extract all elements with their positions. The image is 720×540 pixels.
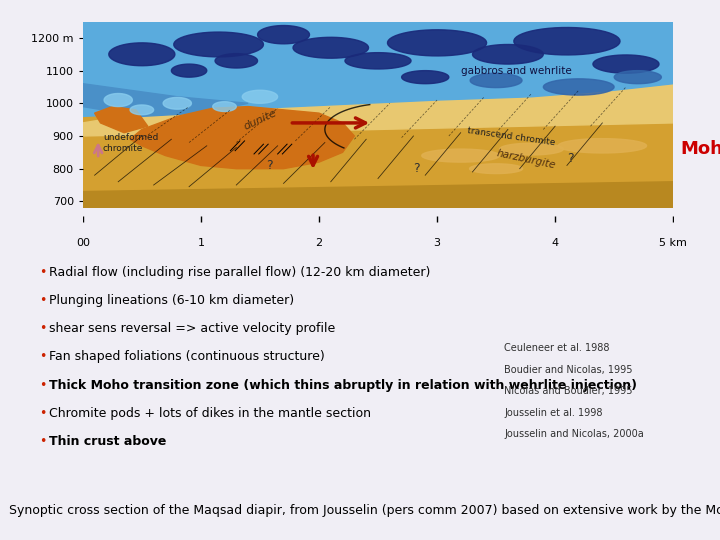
Polygon shape — [593, 55, 659, 73]
Polygon shape — [83, 22, 673, 117]
Text: Jousselin et al. 1998: Jousselin et al. 1998 — [504, 408, 603, 418]
Polygon shape — [215, 53, 258, 68]
Text: •: • — [40, 266, 47, 279]
Text: Plunging lineations (6-10 km diameter): Plunging lineations (6-10 km diameter) — [49, 294, 294, 307]
Polygon shape — [109, 43, 175, 66]
Polygon shape — [258, 25, 310, 44]
Text: 00: 00 — [76, 238, 90, 248]
Polygon shape — [470, 73, 522, 87]
Text: Jousselin and Nicolas, 2000a: Jousselin and Nicolas, 2000a — [504, 429, 644, 440]
Polygon shape — [614, 71, 662, 84]
Polygon shape — [500, 143, 563, 155]
Polygon shape — [163, 97, 192, 109]
Text: Radial flow (including rise parallel flow) (12-20 km diameter): Radial flow (including rise parallel flo… — [49, 266, 431, 279]
Polygon shape — [94, 106, 148, 133]
Polygon shape — [544, 79, 614, 95]
Text: Ceuleneer et al. 1988: Ceuleneer et al. 1988 — [504, 343, 610, 353]
Text: •: • — [40, 407, 47, 420]
Polygon shape — [83, 22, 673, 208]
Polygon shape — [387, 30, 487, 56]
Text: ?: ? — [413, 162, 420, 175]
Text: shear sens reversal => active velocity profile: shear sens reversal => active velocity p… — [49, 322, 336, 335]
Polygon shape — [472, 44, 544, 64]
Polygon shape — [402, 71, 449, 84]
Text: ?: ? — [567, 152, 574, 165]
Polygon shape — [242, 90, 278, 103]
Polygon shape — [422, 149, 500, 162]
Text: Synoptic cross section of the Maqsad diapir, from Jousselin (pers comm 2007) bas: Synoptic cross section of the Maqsad dia… — [9, 504, 720, 517]
Text: dunite: dunite — [242, 107, 279, 131]
Polygon shape — [558, 139, 647, 153]
Polygon shape — [293, 37, 369, 58]
Polygon shape — [345, 53, 411, 69]
Text: harzburgite: harzburgite — [496, 148, 557, 171]
Polygon shape — [83, 84, 248, 117]
Text: •: • — [40, 435, 47, 448]
Text: 2: 2 — [315, 238, 323, 248]
Text: •: • — [40, 322, 47, 335]
Polygon shape — [83, 182, 673, 208]
Text: 3: 3 — [433, 238, 441, 248]
Text: gabbros and wehrlite: gabbros and wehrlite — [461, 66, 572, 76]
Text: Boudier and Nicolas, 1995: Boudier and Nicolas, 1995 — [504, 364, 632, 375]
Text: •: • — [40, 294, 47, 307]
Polygon shape — [514, 28, 620, 55]
Text: transcend chromite: transcend chromite — [467, 126, 556, 148]
Polygon shape — [469, 164, 523, 173]
Text: •: • — [40, 379, 47, 392]
Polygon shape — [171, 64, 207, 77]
Polygon shape — [130, 106, 354, 168]
Text: •: • — [40, 350, 47, 363]
Text: 1: 1 — [197, 238, 204, 248]
Polygon shape — [130, 105, 153, 114]
Text: Thick Moho transition zone (which thins abruptly in relation with wehrlite injec: Thick Moho transition zone (which thins … — [49, 379, 637, 392]
Text: Nicolas and Boudier, 1995: Nicolas and Boudier, 1995 — [504, 386, 632, 396]
Polygon shape — [104, 93, 132, 106]
Text: 5 km: 5 km — [660, 238, 687, 248]
Text: Thin crust above: Thin crust above — [49, 435, 166, 448]
Polygon shape — [212, 102, 236, 111]
Text: 4: 4 — [552, 238, 559, 248]
Polygon shape — [83, 77, 673, 136]
Text: Chromite pods + lots of dikes in the mantle section: Chromite pods + lots of dikes in the man… — [49, 407, 371, 420]
Text: Fan shaped foliations (continuous structure): Fan shaped foliations (continuous struct… — [49, 350, 325, 363]
Text: ?: ? — [266, 159, 272, 172]
Text: undeformed
chromite: undeformed chromite — [103, 133, 158, 153]
Polygon shape — [174, 32, 264, 57]
Text: Moho: Moho — [680, 139, 720, 158]
